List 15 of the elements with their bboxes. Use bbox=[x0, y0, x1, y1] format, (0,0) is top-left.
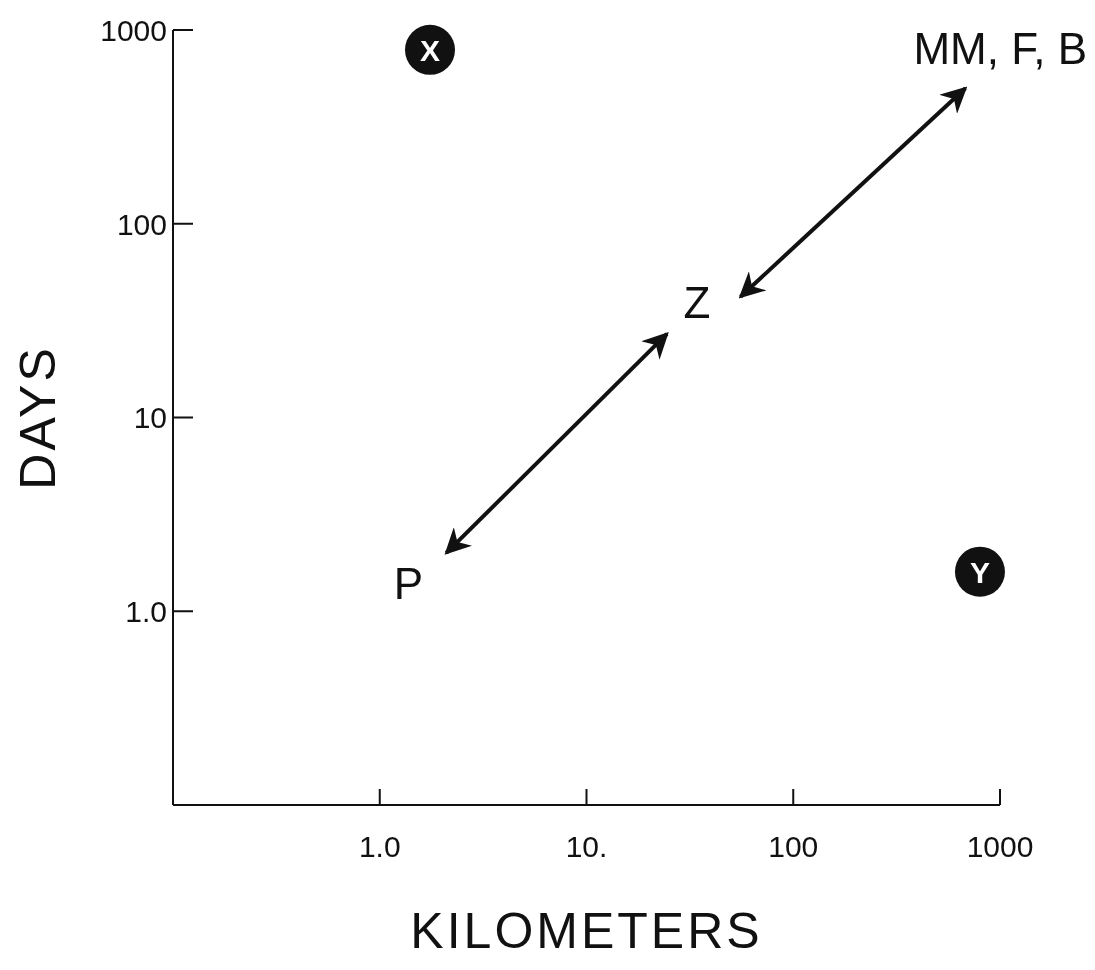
data-label: MM, F, B bbox=[913, 24, 1087, 74]
y-tick-label: 100 bbox=[116, 207, 167, 241]
data-label: Z bbox=[683, 277, 711, 327]
y-axis-title: DAYS bbox=[10, 345, 66, 490]
x-tick-label: 1.0 bbox=[358, 830, 401, 863]
x-tick-label: 100 bbox=[768, 830, 819, 863]
y-tick-label: 1000 bbox=[100, 13, 167, 47]
y-tick-label: 1.0 bbox=[125, 595, 167, 629]
data-label: X bbox=[419, 33, 441, 67]
x-tick-label: 1000 bbox=[966, 830, 1034, 863]
data-label: Y bbox=[969, 555, 990, 589]
y-tick-label: 10 bbox=[133, 401, 167, 435]
data-label: P bbox=[393, 558, 424, 608]
x-axis-title: KILOMETERS bbox=[410, 903, 763, 959]
x-tick-label: 10. bbox=[565, 830, 608, 863]
